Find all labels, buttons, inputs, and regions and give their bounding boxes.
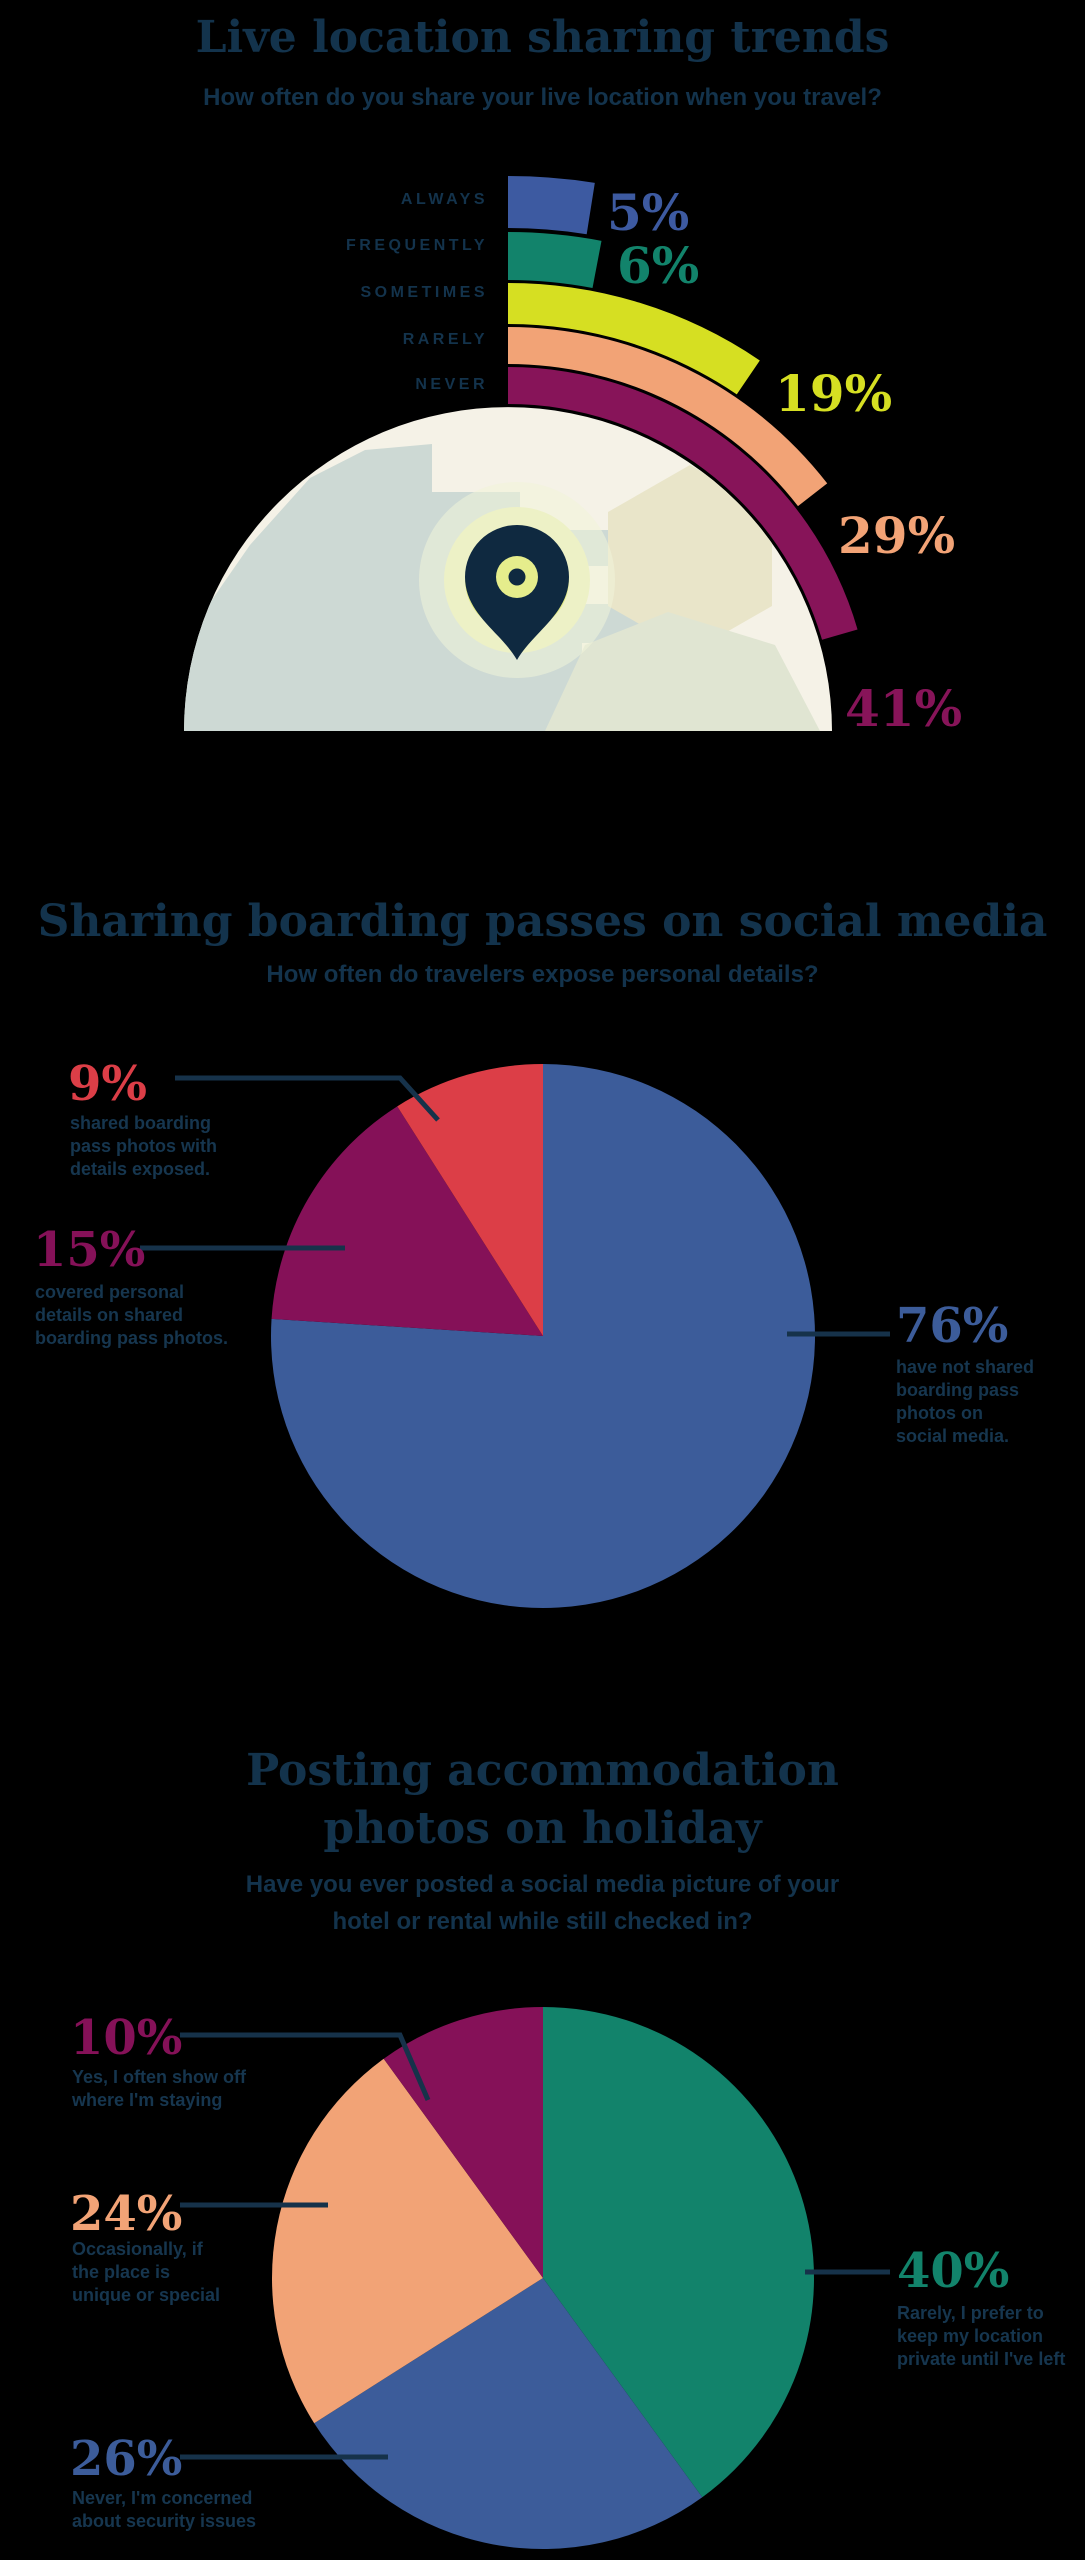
- pie2-desc-76: have not shared boarding pass photos on …: [896, 1357, 1035, 1446]
- gauge-value-never: 41%: [845, 679, 963, 738]
- location-gauge-chart: [184, 176, 858, 731]
- gauge-arc-never: [508, 367, 858, 640]
- gauge-value-always: 5%: [607, 183, 690, 242]
- pie3-value-24: 24%: [70, 2186, 183, 2242]
- gauge-value-rarely: 29%: [838, 506, 956, 565]
- pie3-desc-24: Occasionally, if the place is unique or …: [72, 2239, 221, 2305]
- pie3-value-10: 10%: [70, 2010, 183, 2066]
- pie3-value-26: 26%: [70, 2431, 183, 2487]
- callout-line-10%: [180, 2032, 431, 2101]
- section3-title: Posting accommodation photos on holiday: [246, 1745, 839, 1854]
- section2-title: Sharing boarding passes on social media: [37, 896, 1048, 947]
- pie-slice-15%: [271, 1106, 543, 1336]
- gauge-arc-sometimes: [508, 283, 760, 395]
- accommodation-pie-chart: [180, 2007, 890, 2549]
- gauge-arc-frequently: [508, 232, 602, 288]
- pie-slice-40%: [543, 2007, 814, 2498]
- pie3-desc-26: Never, I'm concerned about security issu…: [72, 2488, 257, 2531]
- section3-subtitle: Have you ever posted a social media pict…: [245, 1871, 840, 1935]
- pie-slice-9%: [397, 1064, 543, 1336]
- pie3-value-40: 40%: [897, 2243, 1010, 2299]
- callout-line-9%: [175, 1075, 440, 1122]
- pie-slice-24%: [271, 2058, 543, 2424]
- pie2-desc-15: covered personal details on shared board…: [35, 1282, 229, 1348]
- boarding-pass-pie-chart: [140, 1064, 890, 1608]
- pie2-value-9: 9%: [68, 1056, 148, 1112]
- landmass-south: [545, 612, 820, 731]
- gauge-label-rarely: RARELY: [402, 331, 488, 348]
- landmass-east: [608, 465, 772, 653]
- gauge-label-frequently: FREQUENTLY: [346, 237, 488, 254]
- gauge-arc-rarely: [508, 327, 828, 507]
- gauge-value-frequently: 6%: [617, 236, 700, 295]
- pie-slice-26%: [314, 2278, 703, 2549]
- gauge-label-never: NEVER: [415, 376, 488, 393]
- section2-subtitle: How often do travelers expose personal d…: [266, 961, 819, 988]
- pie2-value-15: 15%: [33, 1222, 146, 1278]
- gauge-label-always: ALWAYS: [400, 191, 488, 208]
- pie3-desc-40: Rarely, I prefer to keep my location pri…: [897, 2303, 1066, 2369]
- section1-subtitle: How often do you share your live locatio…: [203, 84, 882, 111]
- pie2-desc-9: shared boarding pass photos with details…: [70, 1113, 218, 1179]
- pie-slice-10%: [383, 2007, 543, 2278]
- gauge-value-sometimes: 19%: [775, 364, 893, 423]
- gauge-label-sometimes: SOMETIMES: [360, 284, 488, 301]
- location-pin-icon: [465, 525, 569, 660]
- section1-title: Live location sharing trends: [195, 12, 890, 63]
- gauge-arc-always: [508, 176, 595, 235]
- pie2-value-76: 76%: [896, 1298, 1009, 1354]
- pie3-desc-10: Yes, I often show off where I'm staying: [72, 2067, 247, 2110]
